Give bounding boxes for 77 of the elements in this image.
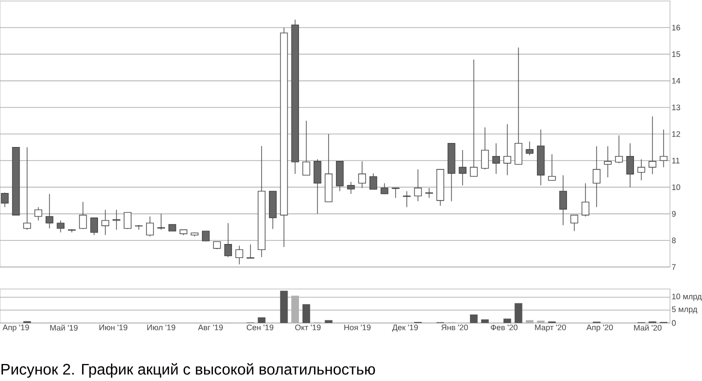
- bar: [514, 303, 522, 323]
- x-tick-label: Окт '19: [295, 324, 321, 330]
- x-tick-label: Июл '19: [147, 324, 176, 330]
- bar: [481, 319, 489, 323]
- x-tick-label: Апр '20: [586, 324, 613, 332]
- y-tick-label: 0: [672, 320, 676, 326]
- candlestick: [548, 154, 556, 181]
- y-tick-label: 13: [672, 104, 680, 110]
- bar: [302, 304, 310, 323]
- candlestick: [470, 59, 478, 177]
- candlestick: [202, 230, 210, 242]
- candlestick: [492, 142, 500, 174]
- bar: [470, 314, 478, 323]
- y-tick-label: 10 млрд: [672, 294, 702, 301]
- candlestick: [246, 244, 254, 259]
- x-tick-label: Март '20: [535, 324, 566, 332]
- y-tick-label: 12: [672, 131, 680, 137]
- candlestick: [514, 47, 522, 165]
- bar: [503, 318, 512, 323]
- candlestick: [660, 129, 668, 168]
- candlestick: [402, 190, 411, 208]
- x-tick-label: Янв '20: [441, 324, 468, 330]
- candlestick: [358, 161, 366, 188]
- y-tick-label: 11: [672, 158, 680, 164]
- x-tick-label: Июн '19: [100, 324, 128, 330]
- candlestick: [369, 173, 378, 190]
- y-tick-label: 14: [672, 78, 680, 84]
- candlestick: [146, 216, 154, 237]
- candlestick: [637, 158, 646, 181]
- candlestick: [481, 127, 489, 170]
- candlestick: [79, 201, 87, 230]
- y-tick-label: 15: [672, 51, 680, 57]
- candlestick: [604, 146, 612, 178]
- y-tick-label: 10: [672, 184, 680, 190]
- candlestick: [0, 192, 9, 208]
- candlestick: [90, 217, 98, 236]
- candlestick: [224, 222, 232, 258]
- candlestick: [101, 209, 110, 236]
- x-tick-label: Авг '19: [198, 324, 223, 330]
- y-tick-label: 8: [672, 238, 676, 244]
- candlestick: [615, 134, 623, 164]
- candlestick: [347, 182, 355, 194]
- candlestick: [392, 187, 400, 198]
- x-tick-label: Дек '19: [392, 324, 418, 332]
- x-tick-label: Апр '19: [2, 324, 29, 332]
- candlestick: [570, 214, 578, 232]
- x-tick-label: Май '19: [50, 324, 78, 331]
- candlestick: [46, 194, 54, 229]
- candlestick: [112, 209, 120, 230]
- candlestick: [648, 116, 656, 174]
- y-tick-label: 9: [672, 210, 676, 217]
- bar: [280, 290, 288, 323]
- candlestick: [458, 150, 466, 186]
- candlestick: [414, 169, 422, 202]
- x-tick-label: Сен '19: [246, 324, 274, 330]
- candlestick: [582, 182, 590, 217]
- candlestick: [626, 142, 634, 188]
- text: Рисунок 2. График акций с высокой волатильностью: [2, 363, 375, 378]
- y-tick-label: 16: [672, 24, 680, 30]
- x-tick-label: Фев '20: [490, 324, 518, 330]
- candlestick: [302, 120, 310, 176]
- candlestick: [503, 124, 512, 176]
- x-tick-label: Май '20: [634, 324, 662, 331]
- candlestick: [124, 212, 132, 230]
- candlestick: [592, 146, 600, 208]
- candlestick: [235, 245, 244, 265]
- y-tick-label: 7: [672, 264, 676, 270]
- candlestick: [314, 158, 322, 214]
- bar: [258, 317, 266, 323]
- candlestick: [56, 220, 64, 233]
- bar: [324, 320, 332, 323]
- candlestick: [23, 146, 31, 230]
- x-tick-label: Ноя '19: [344, 324, 371, 330]
- candlestick: [526, 141, 534, 156]
- y-tick-label: 5 млрд: [672, 306, 698, 314]
- candlestick: [559, 174, 567, 226]
- candlestick: [34, 206, 42, 221]
